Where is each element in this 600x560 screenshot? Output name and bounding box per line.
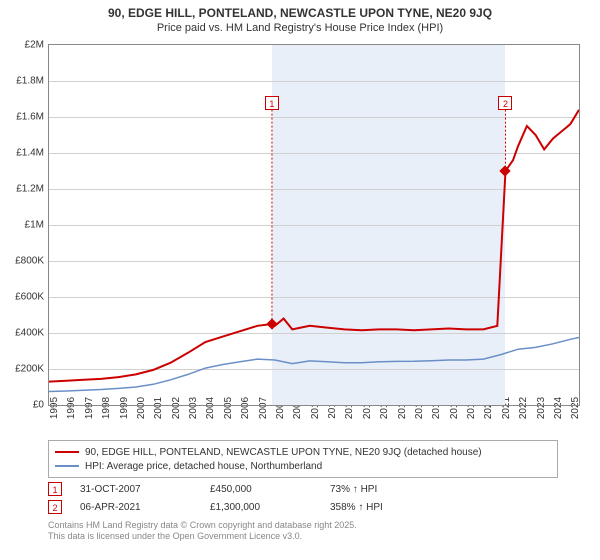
legend-item: 90, EDGE HILL, PONTELAND, NEWCASTLE UPON… [55,445,551,459]
legend-label: HPI: Average price, detached house, Nort… [85,461,322,472]
sale-marker-label: 1 [265,96,279,110]
sale-hpi-delta: 358% ↑ HPI [330,502,450,513]
legend-swatch [55,451,79,453]
chart-title: 90, EDGE HILL, PONTELAND, NEWCASTLE UPON… [0,0,600,20]
sales-row: 1 31-OCT-2007£450,00073% ↑ HPI [48,480,558,498]
legend: 90, EDGE HILL, PONTELAND, NEWCASTLE UPON… [48,440,558,478]
chart-plot-area: 12 [48,44,580,406]
y-axis-tick-label: £200K [15,364,44,375]
series-price_paid [49,110,579,382]
legend-item: HPI: Average price, detached house, Nort… [55,459,551,473]
footer-line-2: This data is licensed under the Open Gov… [48,531,357,542]
y-axis-tick-label: £1.2M [16,184,44,195]
y-axis-tick-label: £1.6M [16,112,44,123]
legend-swatch [55,465,79,467]
sale-price: £450,000 [210,484,330,495]
sale-price: £1,300,000 [210,502,330,513]
chart-subtitle: Price paid vs. HM Land Registry's House … [0,20,600,34]
sale-row-marker: 1 [48,482,62,496]
y-axis-tick-label: £1.8M [16,76,44,87]
y-axis-tick-label: £600K [15,292,44,303]
sale-date: 31-OCT-2007 [80,484,210,495]
y-axis-tick-label: £1.4M [16,148,44,159]
y-axis-tick-label: £800K [15,256,44,267]
sales-table: 1 31-OCT-2007£450,00073% ↑ HPI 2 06-APR-202… [48,480,558,516]
y-axis-tick-label: £400K [15,328,44,339]
y-axis-tick-label: £2M [25,40,44,51]
y-axis-tick-label: £1M [25,220,44,231]
sale-marker-label: 2 [498,96,512,110]
sale-row-marker: 2 [48,500,62,514]
sale-hpi-delta: 73% ↑ HPI [330,484,450,495]
footer-line-1: Contains HM Land Registry data © Crown c… [48,520,357,531]
sales-row: 2 06-APR-2021£1,300,000358% ↑ HPI [48,498,558,516]
legend-label: 90, EDGE HILL, PONTELAND, NEWCASTLE UPON… [85,447,482,458]
footer-attribution: Contains HM Land Registry data © Crown c… [48,520,357,543]
y-axis-tick-label: £0 [33,400,44,411]
series-hpi [49,338,579,392]
sale-date: 06-APR-2021 [80,502,210,513]
